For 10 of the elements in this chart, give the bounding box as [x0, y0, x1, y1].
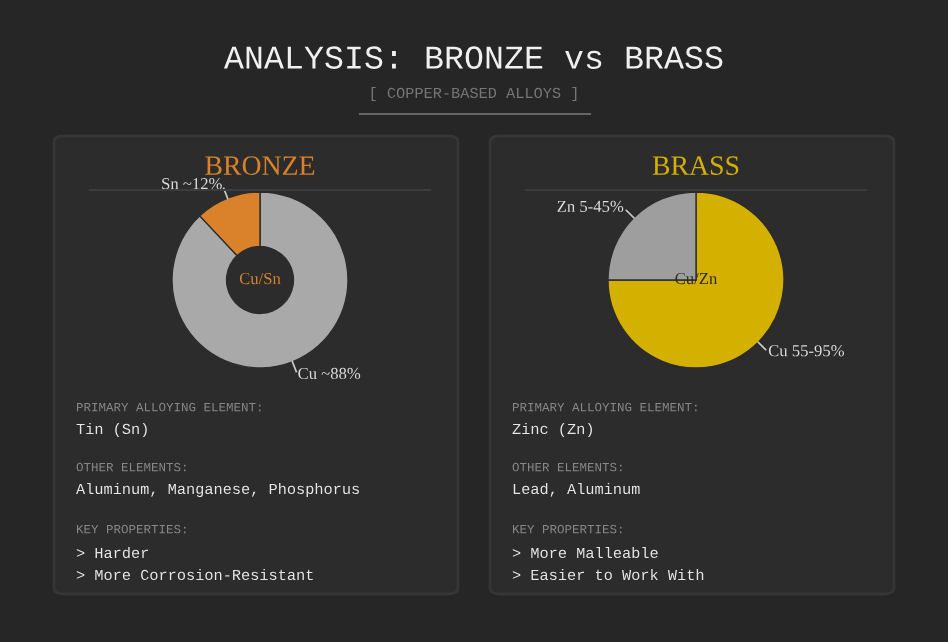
slice-label: Cu ~88%	[298, 367, 361, 380]
chart-title: BRONZE	[205, 156, 315, 175]
slice-label: Cu 55-95%	[768, 345, 844, 357]
slice-label: Zn 5-45%	[557, 200, 624, 213]
slice-label: Sn ~12%	[162, 178, 222, 190]
text: Cu/Sn	[239, 272, 281, 285]
text: ANALYSIS: BRONZE vs BRASS	[223, 46, 723, 69]
text: Cu/Zn	[675, 272, 718, 285]
chart-title: BRASS	[652, 156, 739, 175]
donut-slice	[171, 191, 349, 369]
